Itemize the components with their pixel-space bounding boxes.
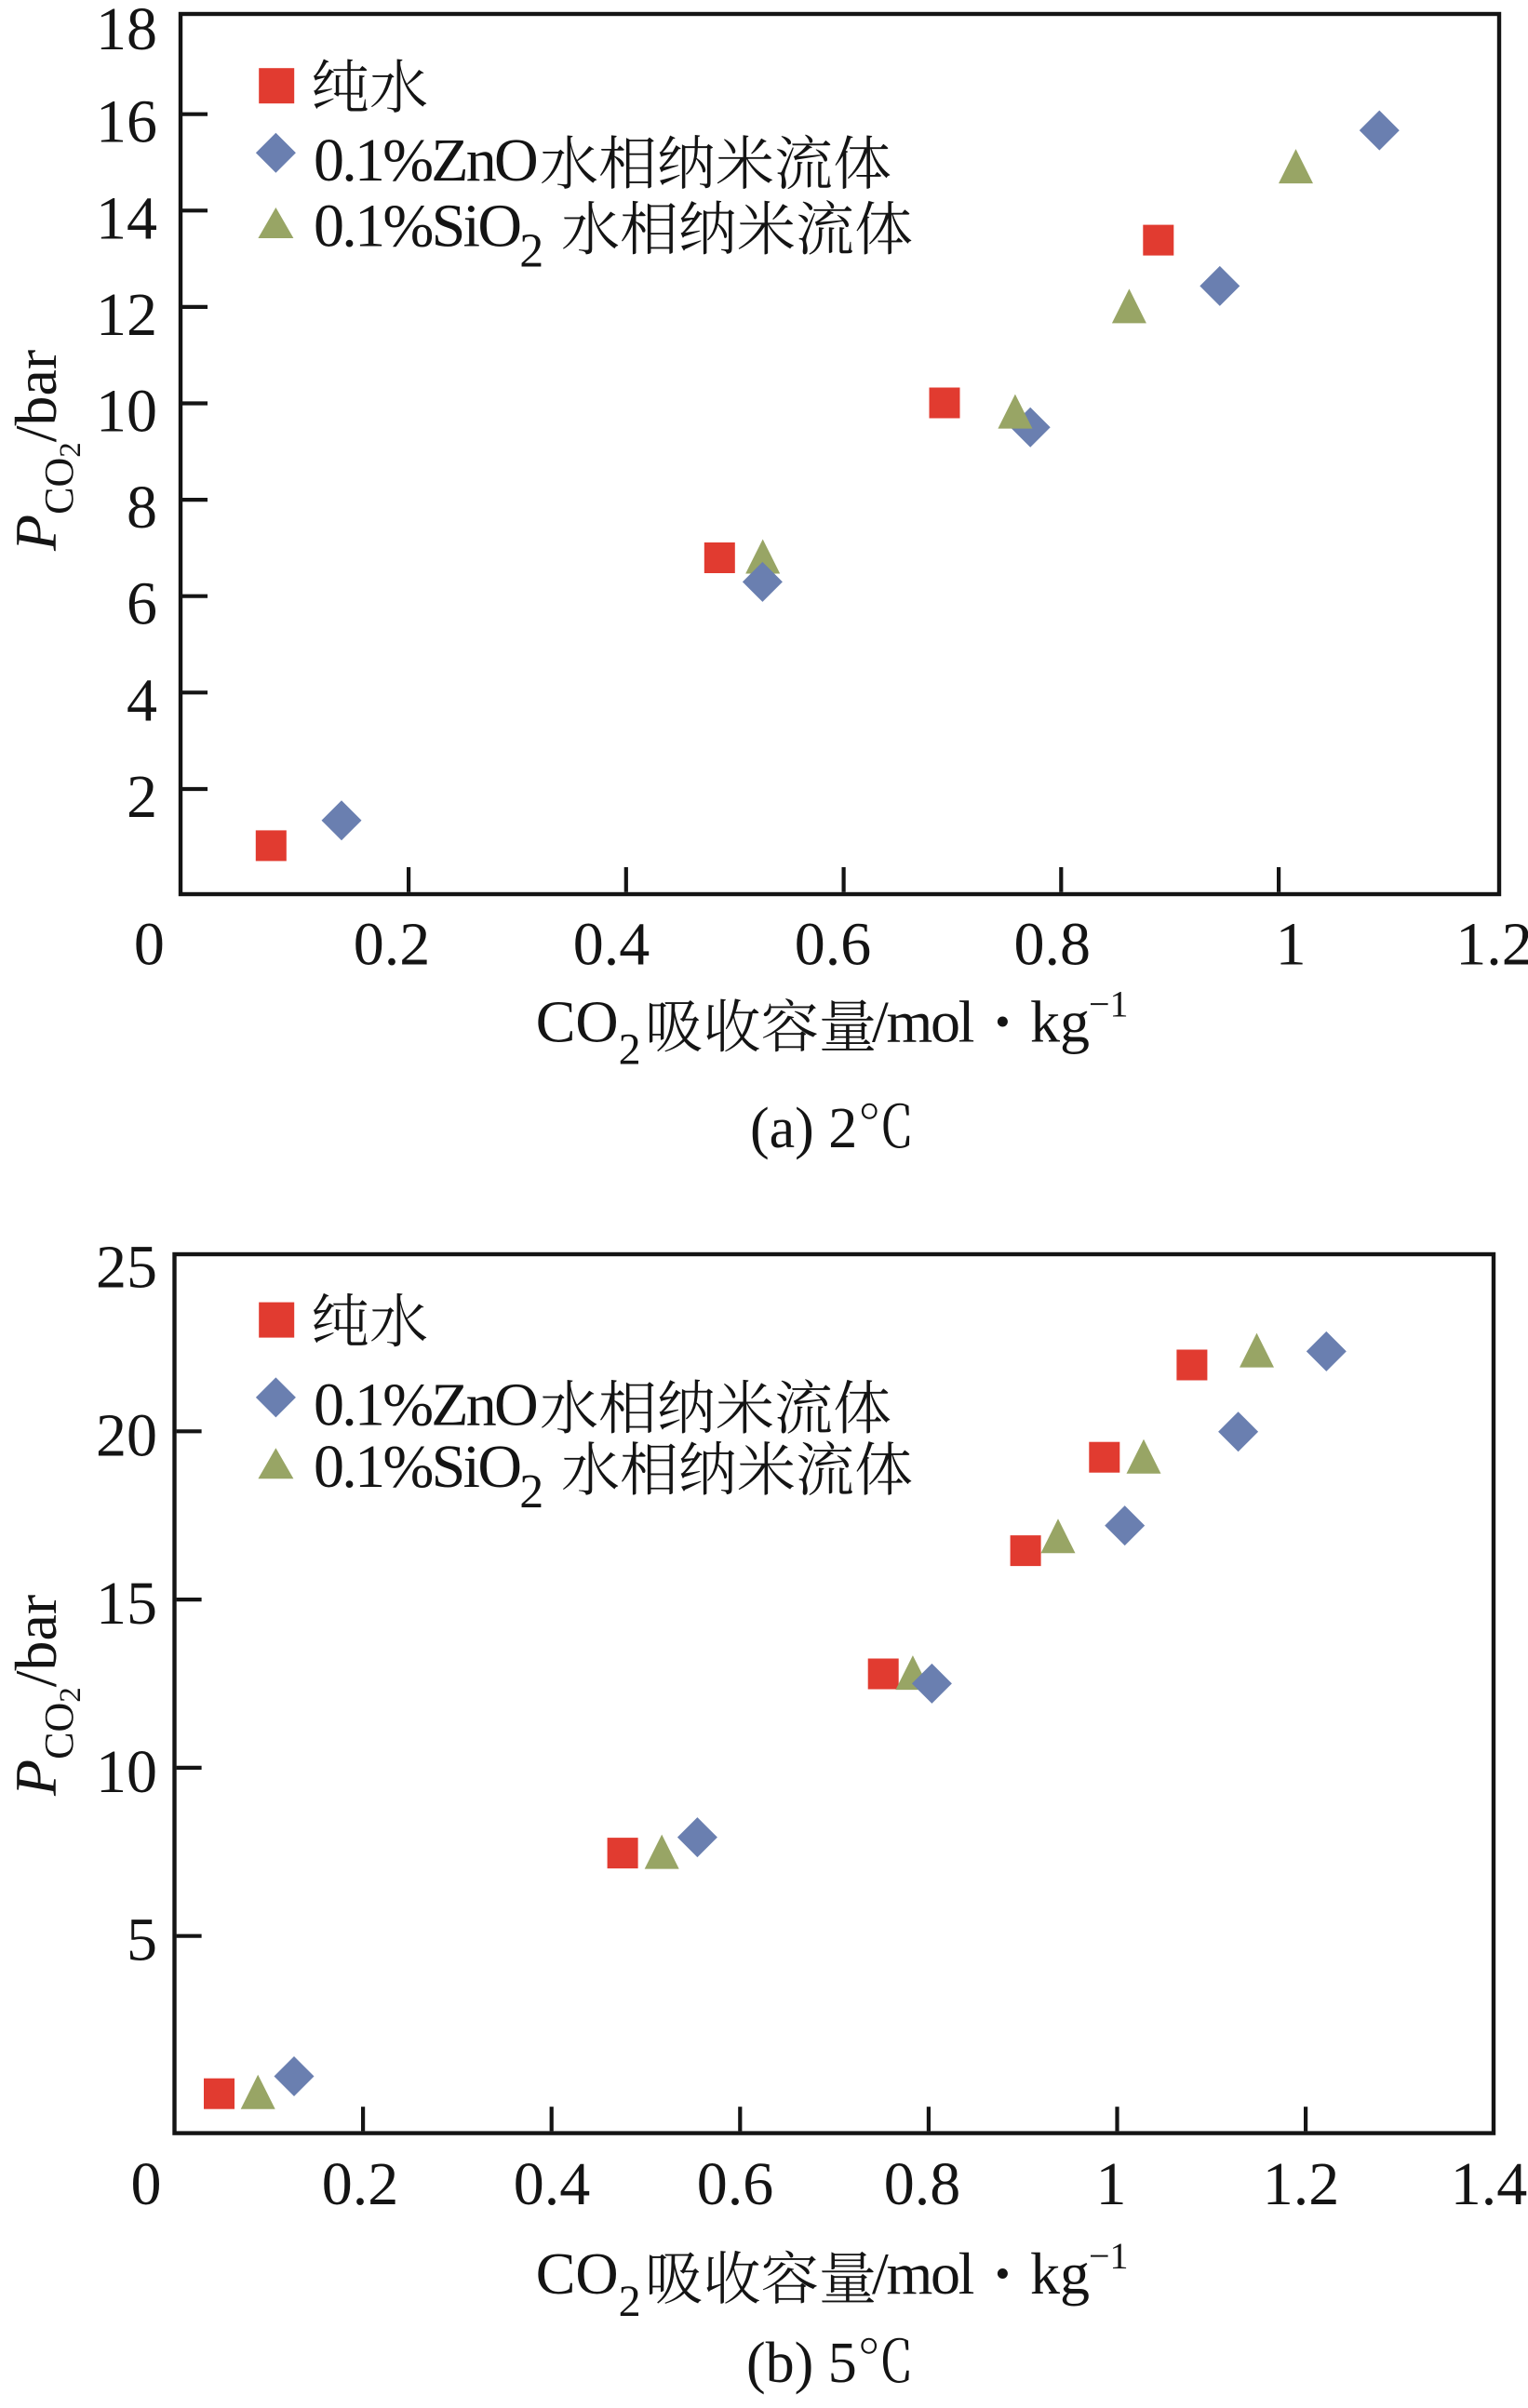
svg-text:/mol: /mol	[872, 989, 974, 1055]
svg-text:/mol: /mol	[872, 2241, 974, 2307]
svg-text:(b) 5: (b) 5	[746, 2332, 857, 2395]
svg-text:1.4: 1.4	[1451, 2150, 1528, 2218]
svg-text:PCO2/bar: PCO2/bar	[3, 1595, 87, 1797]
svg-text:2: 2	[127, 763, 157, 831]
svg-text:15: 15	[96, 1570, 157, 1638]
svg-text:(a) 2: (a) 2	[750, 1097, 857, 1160]
svg-text:0.4: 0.4	[514, 2150, 591, 2218]
svg-text:−1: −1	[1089, 2235, 1129, 2277]
svg-text:kg: kg	[1030, 2241, 1090, 2307]
svg-text:0: 0	[134, 911, 165, 979]
svg-text:5: 5	[127, 1906, 157, 1974]
svg-text:0.2: 0.2	[322, 2150, 399, 2218]
svg-text:0.6: 0.6	[795, 911, 872, 979]
svg-text:0.8: 0.8	[884, 2150, 961, 2218]
svg-text:0.2: 0.2	[354, 911, 431, 979]
svg-text:10: 10	[96, 1738, 157, 1806]
svg-text:−1: −1	[1089, 983, 1129, 1025]
svg-text:20: 20	[96, 1401, 157, 1469]
svg-text:0.8: 0.8	[1014, 911, 1092, 979]
svg-text:18: 18	[96, 0, 157, 63]
svg-text:14: 14	[96, 184, 157, 252]
svg-text:8: 8	[127, 474, 157, 542]
svg-text:1.2: 1.2	[1263, 2150, 1340, 2218]
svg-text:kg: kg	[1030, 989, 1090, 1055]
svg-text:1: 1	[1096, 2150, 1127, 2218]
svg-text:1.2: 1.2	[1455, 911, 1528, 979]
svg-text:PCO2/bar: PCO2/bar	[3, 350, 87, 552]
svg-text:12: 12	[96, 281, 157, 349]
svg-text:10: 10	[96, 378, 157, 446]
svg-text:1: 1	[1276, 911, 1307, 979]
svg-text:0.6: 0.6	[697, 2150, 774, 2218]
svg-text:16: 16	[96, 88, 157, 156]
svg-text:25: 25	[96, 1233, 157, 1301]
svg-text:0.4: 0.4	[573, 911, 650, 979]
svg-text:0: 0	[131, 2150, 162, 2218]
svg-text:6: 6	[127, 570, 157, 638]
svg-text:0.1%ZnO: 0.1%ZnO	[314, 1371, 536, 1439]
svg-text:0.1%ZnO: 0.1%ZnO	[314, 127, 536, 194]
svg-text:4: 4	[127, 666, 157, 734]
